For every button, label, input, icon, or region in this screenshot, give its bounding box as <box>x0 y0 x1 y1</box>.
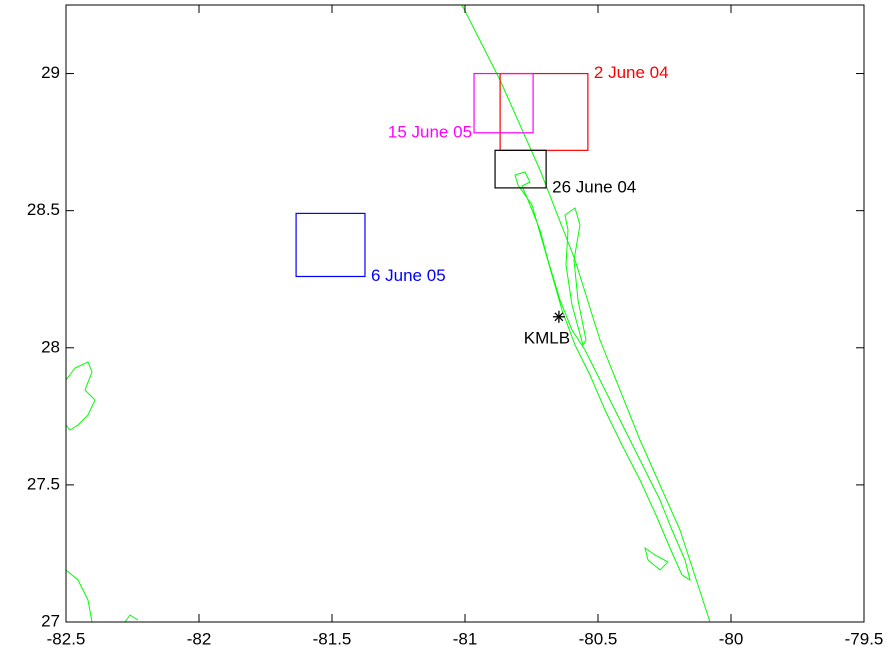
y-tick-label: 28.5 <box>27 200 60 219</box>
y-tick-label: 28 <box>41 337 60 356</box>
x-tick-label: -80.5 <box>579 629 618 648</box>
x-tick-label: -80 <box>719 629 744 648</box>
x-tick-label: -82 <box>187 629 212 648</box>
station-label: KMLB <box>524 328 570 347</box>
region-box <box>494 149 547 189</box>
y-tick-label: 29 <box>41 63 60 82</box>
coast-inlet <box>644 546 669 571</box>
x-tick-label: -81.5 <box>313 629 352 648</box>
y-tick-label: 27.5 <box>27 474 60 493</box>
region-label: 26 June 04 <box>552 177 636 196</box>
marker-stroke <box>554 312 564 322</box>
region-label: 2 June 04 <box>594 63 669 82</box>
coast-line <box>461 4 711 623</box>
coast-lagoon <box>514 171 691 582</box>
x-tick-label: -82.5 <box>47 629 86 648</box>
coast-south <box>124 614 139 623</box>
region-box <box>473 72 534 134</box>
coast-west <box>65 361 96 431</box>
region-label: 15 June 05 <box>388 122 472 141</box>
region-label: 6 June 05 <box>371 266 446 285</box>
station-marker <box>552 310 565 323</box>
coast-island <box>564 207 587 347</box>
x-tick-label: -79.5 <box>845 629 884 648</box>
region-box <box>295 212 366 278</box>
coast-southwest <box>65 569 93 623</box>
x-tick-label: -81 <box>453 629 478 648</box>
coastline <box>65 4 711 623</box>
y-tick-label: 27 <box>41 611 60 630</box>
